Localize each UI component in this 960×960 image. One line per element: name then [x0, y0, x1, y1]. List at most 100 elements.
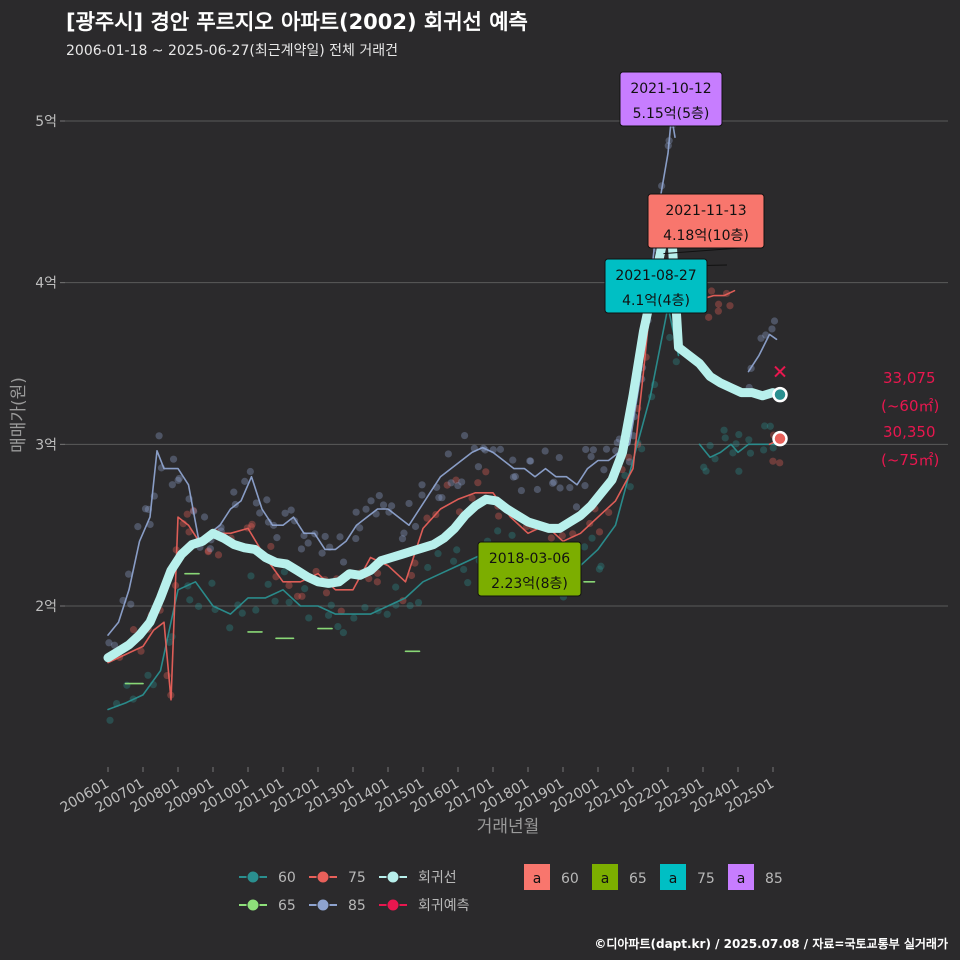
callout-box [604, 258, 708, 314]
transaction-point [581, 482, 589, 490]
y-tick-label: 5억 [35, 114, 57, 130]
series-line-75 [107, 252, 666, 701]
transaction-point [424, 563, 432, 572]
legend-swatch-dot [386, 870, 400, 884]
transaction-point [438, 494, 446, 502]
transaction-point [169, 455, 178, 463]
transaction-point [776, 459, 784, 467]
transaction-point [435, 494, 443, 502]
transaction-point [411, 522, 420, 531]
y-tick-label: 2억 [35, 599, 57, 615]
transaction-point [200, 513, 209, 521]
legend-fill-swatch [524, 864, 550, 890]
transaction-point [726, 302, 734, 310]
callout-date: 2021-11-13 [665, 203, 746, 219]
series-line-75-late [702, 289, 736, 300]
transaction-point [273, 534, 281, 542]
transaction-point [247, 523, 255, 531]
series-line-60-late [698, 443, 778, 459]
transaction-point [458, 478, 466, 486]
legend-item-75: 75 [309, 870, 366, 886]
transaction-point [418, 491, 426, 499]
endpoint-area: (~75㎡) [881, 451, 939, 469]
transaction-point [252, 606, 260, 614]
transaction-point [586, 519, 594, 528]
legend-fill-65: a 65 [592, 864, 647, 890]
transaction-point [226, 624, 234, 632]
transaction-point [392, 583, 400, 591]
transaction-point [460, 565, 468, 574]
legend-fill-swatch [728, 864, 754, 890]
transaction-point [454, 481, 462, 490]
series-layer: 33,075 (~60㎡) 30,350 (~75㎡) [103, 115, 939, 711]
transaction-point [766, 422, 774, 430]
legend-label: 75 [348, 870, 366, 886]
transaction-point [414, 598, 423, 607]
callout-2021-08-27: 2021-08-27 4.1억(4층) [604, 258, 728, 314]
transaction-point [334, 622, 342, 631]
transaction-point [761, 422, 769, 430]
transaction-point [517, 486, 525, 495]
legend-fill-60: a 60 [524, 864, 579, 890]
series-line-85-recent [747, 333, 778, 373]
transaction-point [735, 430, 743, 439]
callout-box [619, 71, 723, 127]
transaction-point [281, 509, 289, 517]
transaction-point [204, 547, 213, 555]
transaction-point [206, 545, 214, 553]
legend-label: 60 [278, 870, 296, 886]
transaction-point [350, 614, 358, 622]
chart-subtitle: 2006-01-18 ~ 2025-06-27(최근계약일) 전체 거래건 [66, 43, 398, 59]
transaction-point [613, 438, 621, 447]
transaction-point [327, 601, 335, 609]
transaction-point [301, 585, 309, 593]
transaction-point [175, 474, 183, 483]
transaction-point [460, 431, 469, 440]
transaction-point [407, 571, 416, 580]
legend-fill-label: 75 [697, 871, 715, 887]
annotation-layer: 2021-10-125.15억(5층)2021-11-134.18억(10층)2… [477, 71, 765, 597]
transaction-point [230, 488, 238, 496]
transaction-point [336, 533, 344, 541]
transaction-point [174, 476, 182, 484]
transaction-point [605, 508, 613, 517]
transaction-point [280, 568, 288, 576]
transaction-point [625, 453, 633, 461]
transaction-point [556, 484, 564, 492]
legend-fill-label: 85 [765, 871, 783, 887]
transaction-point [304, 539, 312, 547]
transaction-point [373, 578, 381, 586]
transaction-point [509, 456, 517, 464]
transaction-point [400, 529, 408, 537]
transaction-point [447, 479, 455, 487]
transaction-point [672, 358, 680, 366]
legend-fill-75: a 75 [660, 864, 715, 890]
transaction-point [297, 545, 306, 553]
transaction-point [509, 473, 518, 481]
transaction-point [241, 477, 249, 485]
transaction-point [770, 317, 779, 325]
legend-fill-swatch [660, 864, 686, 890]
transaction-point [511, 472, 519, 481]
transaction-point [548, 479, 557, 487]
transaction-point [602, 445, 611, 453]
transaction-point [597, 562, 605, 570]
transaction-point [721, 434, 729, 442]
transaction-point [264, 580, 272, 588]
x-axis-title: 거래년월 [477, 817, 540, 837]
callout-price: 5.15억(5층) [633, 106, 710, 122]
transaction-point [264, 518, 273, 526]
transaction-point [214, 551, 223, 559]
transaction-point [271, 597, 279, 605]
transaction-point [566, 484, 574, 492]
callout-2021-10-12: 2021-10-12 5.15억(5층) [619, 71, 723, 127]
transaction-point [746, 449, 755, 457]
transaction-point [707, 287, 716, 295]
transaction-point [375, 492, 383, 500]
transaction-point [137, 647, 145, 655]
legend-label: 85 [348, 898, 366, 914]
transaction-point [612, 447, 620, 455]
transaction-point [720, 426, 728, 434]
transaction-point [208, 579, 216, 587]
legend-fill-label: 60 [561, 871, 579, 887]
